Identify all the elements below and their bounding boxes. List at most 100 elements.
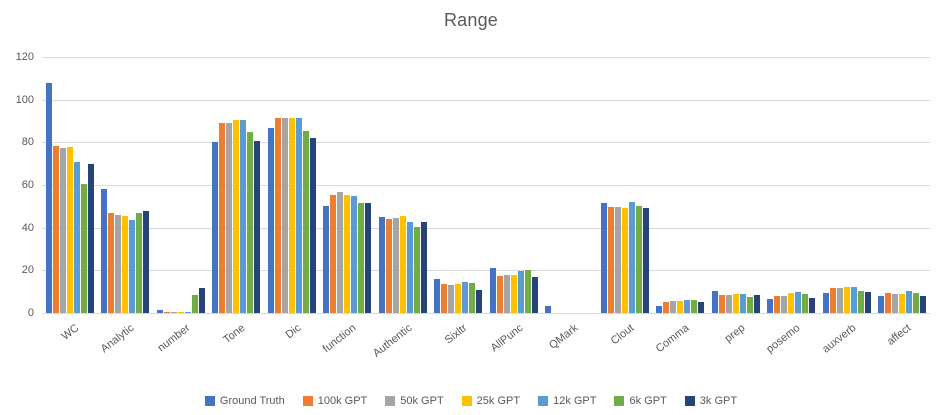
y-tick-label: 60 xyxy=(21,179,34,191)
bar-auxverb-12k-gpt xyxy=(850,287,857,313)
bar-number-3k-gpt xyxy=(198,288,205,313)
bar-authentic-25k-gpt xyxy=(399,215,406,313)
gridline-y-60: 60 xyxy=(22,179,930,191)
legend-item-6k-gpt: 6k GPT xyxy=(614,395,667,407)
bar-function-6k-gpt xyxy=(358,203,365,313)
bar-clout-3k-gpt xyxy=(642,208,649,313)
bar-group-allpunc xyxy=(486,57,542,313)
bar-group-authentic xyxy=(375,57,431,313)
bar-posemo-100k-gpt xyxy=(774,295,781,313)
bar-group-sixltr xyxy=(431,57,487,313)
bar-comma-25k-gpt xyxy=(677,301,684,313)
bar-comma-12k-gpt xyxy=(684,300,691,313)
legend-item-ground-truth: Ground Truth xyxy=(204,395,285,407)
bar-group-analytic xyxy=(98,57,154,313)
bar-wc-ground-truth xyxy=(45,82,52,313)
bar-analytic-50k-gpt xyxy=(115,214,122,313)
bar-group-function xyxy=(320,57,376,313)
bar-authentic-50k-gpt xyxy=(392,218,399,313)
bar-comma-6k-gpt xyxy=(691,300,698,313)
legend-label: Ground Truth xyxy=(219,395,285,407)
legend-swatch-icon xyxy=(538,396,549,406)
y-tick-label: 20 xyxy=(21,264,34,277)
bar-function-12k-gpt xyxy=(351,195,358,313)
gridline-y-0: 0 xyxy=(28,307,930,319)
plot-area: 0 20 40 60 80 100 120 xyxy=(16,51,930,319)
bar-allpunc-25k-gpt xyxy=(510,274,517,313)
y-tick-label: 100 xyxy=(15,93,34,106)
bar-sixltr-ground-truth xyxy=(434,278,441,313)
gridline-y-120: 120 xyxy=(16,51,930,63)
bar-authentic-ground-truth xyxy=(378,217,385,313)
bar-comma-ground-truth xyxy=(656,305,663,313)
bar-tone-100k-gpt xyxy=(219,123,226,313)
bar-wc-50k-gpt xyxy=(59,147,66,313)
bar-tone-ground-truth xyxy=(212,142,219,313)
bar-groups xyxy=(42,57,930,313)
bar-wc-3k-gpt xyxy=(87,163,94,313)
bar-dic-50k-gpt xyxy=(281,117,288,313)
bar-function-100k-gpt xyxy=(330,194,337,313)
bar-comma-100k-gpt xyxy=(663,302,670,313)
legend-swatch-icon xyxy=(614,396,625,406)
bar-clout-50k-gpt xyxy=(614,207,621,313)
bar-prep-ground-truth xyxy=(711,290,718,313)
legend-label: 100k GPT xyxy=(317,395,368,407)
bar-function-25k-gpt xyxy=(344,194,351,313)
bar-analytic-ground-truth xyxy=(101,189,108,313)
bar-prep-25k-gpt xyxy=(732,293,739,313)
bar-sixltr-100k-gpt xyxy=(441,284,448,313)
bar-analytic-100k-gpt xyxy=(108,212,115,313)
bar-affect-50k-gpt xyxy=(892,293,899,313)
bar-posemo-3k-gpt xyxy=(809,298,816,313)
bar-allpunc-6k-gpt xyxy=(524,270,531,313)
bar-analytic-6k-gpt xyxy=(136,212,143,313)
bar-affect-ground-truth xyxy=(878,295,885,313)
gridline-y-100: 100 xyxy=(16,94,930,106)
bar-tone-50k-gpt xyxy=(226,123,233,313)
bar-auxverb-ground-truth xyxy=(822,292,829,313)
bar-wc-12k-gpt xyxy=(73,161,80,313)
bar-posemo-50k-gpt xyxy=(781,295,788,313)
bar-number-50k-gpt xyxy=(170,311,177,313)
chart-title: Range xyxy=(443,10,499,30)
bar-dic-25k-gpt xyxy=(288,117,295,313)
legend-label: 12k GPT xyxy=(553,395,597,407)
legend-swatch-icon xyxy=(204,396,215,406)
legend-swatch-icon xyxy=(461,396,472,406)
bar-sixltr-25k-gpt xyxy=(455,284,462,313)
bar-number-12k-gpt xyxy=(184,311,191,313)
bar-clout-ground-truth xyxy=(600,203,607,313)
bar-group-wc xyxy=(42,57,98,313)
bar-group-number xyxy=(153,57,209,313)
bar-tone-25k-gpt xyxy=(233,119,240,313)
bar-group-affect xyxy=(875,57,931,313)
legend-label: 25k GPT xyxy=(476,395,521,407)
legend-label: 6k GPT xyxy=(629,395,667,407)
bar-group-posemo xyxy=(764,57,820,313)
legend-swatch-icon xyxy=(684,396,695,406)
bar-posemo-6k-gpt xyxy=(802,293,809,313)
bar-prep-6k-gpt xyxy=(746,297,753,313)
bar-prep-12k-gpt xyxy=(739,293,746,313)
bar-clout-25k-gpt xyxy=(621,208,628,313)
bar-affect-6k-gpt xyxy=(913,292,920,313)
y-tick-label: 40 xyxy=(21,221,34,234)
bar-function-3k-gpt xyxy=(365,203,372,313)
bar-group-qmark xyxy=(542,57,598,313)
bar-posemo-12k-gpt xyxy=(795,291,802,313)
bar-auxverb-100k-gpt xyxy=(829,288,836,313)
gridline-y-80: 80 xyxy=(22,136,930,148)
bar-sixltr-6k-gpt xyxy=(469,283,476,313)
bar-wc-100k-gpt xyxy=(52,145,59,313)
bar-auxverb-50k-gpt xyxy=(836,288,843,313)
legend-item-50k-gpt: 50k GPT xyxy=(385,395,444,407)
bar-number-100k-gpt xyxy=(163,311,170,313)
bar-auxverb-6k-gpt xyxy=(857,290,864,313)
legend: Ground Truth 100k GPT 50k GPT 25k GPT 12k GP… xyxy=(0,395,942,407)
legend-item-12k-gpt: 12k GPT xyxy=(538,395,596,407)
bar-tone-3k-gpt xyxy=(254,141,261,313)
bar-qmark-ground-truth xyxy=(545,305,552,313)
bar-affect-12k-gpt xyxy=(906,290,913,313)
bar-group-dic xyxy=(264,57,320,313)
